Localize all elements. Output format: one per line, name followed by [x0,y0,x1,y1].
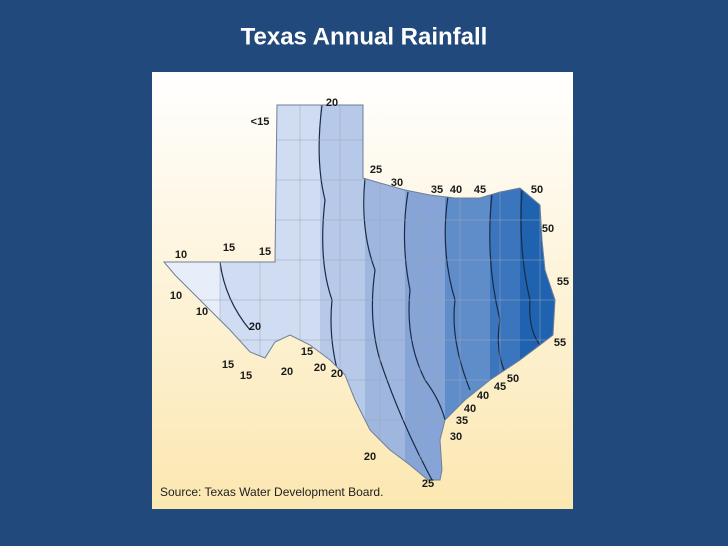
contour-label: <15 [251,116,270,128]
contour-label: 25 [370,164,382,176]
contour-label: 10 [170,290,182,302]
contour-label: 20 [281,366,293,378]
contour-label: 50 [507,373,519,385]
contour-label: 20 [331,368,343,380]
contour-label: 20 [364,451,376,463]
contour-label: 20 [314,362,326,374]
contour-label: 20 [326,97,338,109]
contour-label: 15 [259,246,271,258]
slide-title: Texas Annual Rainfall [241,23,488,50]
contour-label: 40 [477,390,489,402]
contour-label: 50 [542,223,554,235]
contour-label: 35 [431,184,443,196]
contour-label: 30 [391,177,403,189]
texas-outline [162,104,556,481]
contour-label: 10 [175,249,187,261]
contour-label: 40 [450,184,462,196]
contour-label: 55 [554,337,566,349]
contour-label: 30 [450,431,462,443]
contour-label: 15 [222,359,234,371]
contour-label: 25 [422,478,434,490]
source-note: Source: Texas Water Development Board. [160,485,383,499]
contour-label: 15 [240,370,252,382]
contour-label: 10 [196,306,208,318]
contour-label: 40 [464,403,476,415]
contour-label: 45 [474,184,486,196]
contour-label: 55 [557,276,569,288]
contour-label: 45 [494,381,506,393]
contour-label: 15 [301,346,313,358]
contour-label: 20 [249,321,261,333]
contour-label: 15 [223,242,235,254]
contour-label: 50 [531,184,543,196]
contour-label: 35 [456,415,468,427]
